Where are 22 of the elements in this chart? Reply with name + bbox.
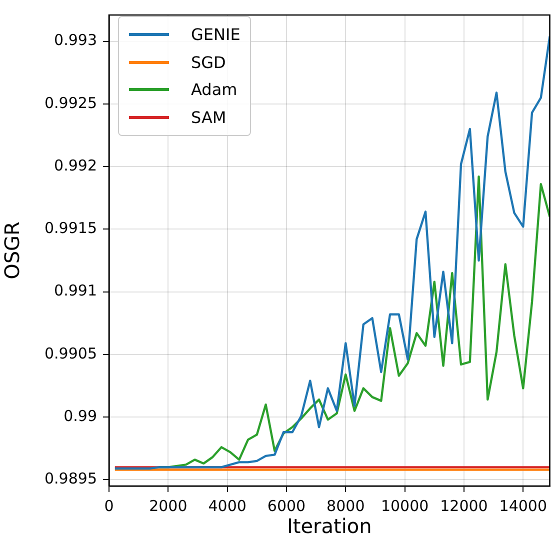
x-tick-label: 14000 (499, 496, 547, 515)
y-tick-label: 0.993 (54, 31, 97, 50)
y-tick-label: 0.9925 (44, 94, 97, 112)
x-tick-label: 2000 (149, 496, 188, 515)
legend-label: SAM (191, 108, 226, 127)
legend-label: SGD (191, 52, 226, 72)
y-tick-label: 0.9895 (44, 470, 97, 488)
y-tick-label: 0.9915 (44, 219, 97, 238)
y-tick-label: 0.991 (54, 282, 97, 300)
x-axis-title: Iteration (286, 514, 372, 538)
x-tick-label: 4000 (208, 496, 246, 515)
y-tick-label: 0.992 (54, 156, 97, 174)
legend-label: GENIE (191, 25, 240, 44)
y-tick-label: 0.99 (64, 406, 97, 425)
y-axis-title: OSGR (0, 221, 24, 280)
legend-label: Adam (191, 80, 238, 100)
x-tick-label: 8000 (326, 496, 365, 515)
x-tick-label: 6000 (267, 496, 306, 515)
x-tick-label: 10000 (380, 496, 429, 515)
y-tick-label: 0.9905 (44, 344, 97, 362)
x-tick-label: 12000 (440, 496, 488, 515)
x-tick-label: 0 (104, 496, 114, 515)
